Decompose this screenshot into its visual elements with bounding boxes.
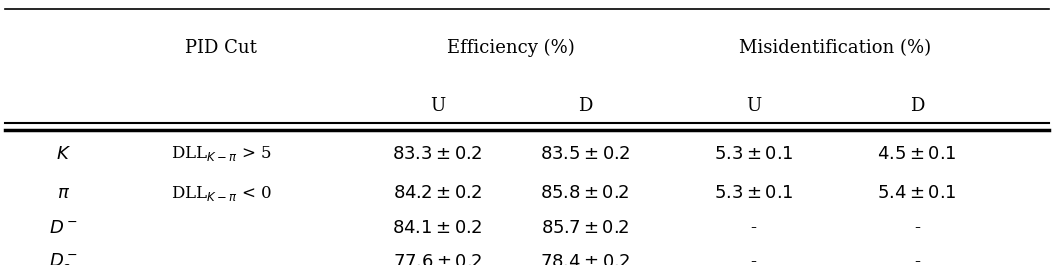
Text: $5.4 \pm 0.1$: $5.4 \pm 0.1$ xyxy=(877,184,957,202)
Text: D: D xyxy=(910,97,924,115)
Text: -: - xyxy=(914,253,920,265)
Text: $K$: $K$ xyxy=(56,145,71,163)
Text: $85.7 \pm 0.2$: $85.7 \pm 0.2$ xyxy=(541,219,629,237)
Text: $77.6 \pm 0.2$: $77.6 \pm 0.2$ xyxy=(392,253,483,265)
Text: $\pi$: $\pi$ xyxy=(57,184,70,202)
Text: -: - xyxy=(750,253,757,265)
Text: U: U xyxy=(746,97,761,115)
Text: $78.4 \pm 0.2$: $78.4 \pm 0.2$ xyxy=(540,253,630,265)
Text: $85.8 \pm 0.2$: $85.8 \pm 0.2$ xyxy=(540,184,630,202)
Text: $84.2 \pm 0.2$: $84.2 \pm 0.2$ xyxy=(393,184,482,202)
Text: $D_s^-$: $D_s^-$ xyxy=(48,251,78,265)
Text: DLL$_{K-\pi}$ < 0: DLL$_{K-\pi}$ < 0 xyxy=(171,184,272,203)
Text: $84.1 \pm 0.2$: $84.1 \pm 0.2$ xyxy=(392,219,483,237)
Text: $D^-$: $D^-$ xyxy=(48,219,78,237)
Text: $4.5 \pm 0.1$: $4.5 \pm 0.1$ xyxy=(877,145,957,163)
Text: $83.3 \pm 0.2$: $83.3 \pm 0.2$ xyxy=(392,145,483,163)
Text: -: - xyxy=(750,219,757,237)
Text: $83.5 \pm 0.2$: $83.5 \pm 0.2$ xyxy=(540,145,630,163)
Text: Misidentification (%): Misidentification (%) xyxy=(739,39,932,57)
Text: D: D xyxy=(578,97,592,115)
Text: $5.3 \pm 0.1$: $5.3 \pm 0.1$ xyxy=(714,184,794,202)
Text: $5.3 \pm 0.1$: $5.3 \pm 0.1$ xyxy=(714,145,794,163)
Text: U: U xyxy=(430,97,445,115)
Text: -: - xyxy=(914,219,920,237)
Text: Efficiency (%): Efficiency (%) xyxy=(447,39,575,57)
Text: DLL$_{K-\pi}$ > 5: DLL$_{K-\pi}$ > 5 xyxy=(171,144,272,163)
Text: PID Cut: PID Cut xyxy=(186,39,257,57)
